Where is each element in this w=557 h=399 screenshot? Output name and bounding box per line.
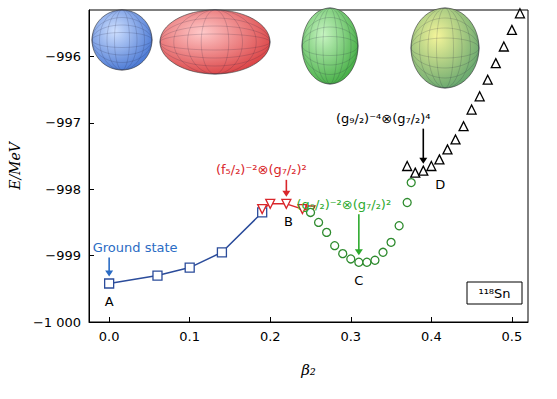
svg-text:A: A — [105, 294, 114, 309]
svg-text:0.1: 0.1 — [179, 329, 200, 344]
svg-text:(f₅/₂)⁻²⊗(g₇/₂)²: (f₅/₂)⁻²⊗(g₇/₂)² — [216, 162, 307, 177]
svg-text:0.4: 0.4 — [421, 329, 442, 344]
svg-text:−996: −996 — [45, 49, 81, 64]
svg-text:−1 000: −1 000 — [33, 315, 81, 330]
svg-text:C: C — [354, 273, 363, 288]
svg-text:(g₉/₂)⁻²⊗(g₇/₂)²: (g₉/₂)⁻²⊗(g₇/₂)² — [297, 197, 392, 212]
svg-text:E/MeV: E/MeV — [7, 140, 23, 191]
svg-text:0.3: 0.3 — [340, 329, 361, 344]
svg-text:0.5: 0.5 — [502, 329, 523, 344]
svg-text:B: B — [284, 214, 293, 229]
svg-text:−997: −997 — [45, 115, 81, 130]
svg-text:Ground state: Ground state — [93, 240, 178, 255]
svg-text:0.0: 0.0 — [99, 329, 120, 344]
svg-text:β₂: β₂ — [300, 361, 316, 379]
svg-text:−999: −999 — [45, 248, 81, 263]
svg-text:¹¹⁸Sn: ¹¹⁸Sn — [478, 286, 510, 301]
svg-text:−998: −998 — [45, 182, 81, 197]
svg-text:(g₉/₂)⁻⁴⊗(g₇/₂)⁴: (g₉/₂)⁻⁴⊗(g₇/₂)⁴ — [336, 111, 431, 126]
svg-text:0.2: 0.2 — [260, 329, 281, 344]
svg-text:D: D — [435, 177, 445, 192]
